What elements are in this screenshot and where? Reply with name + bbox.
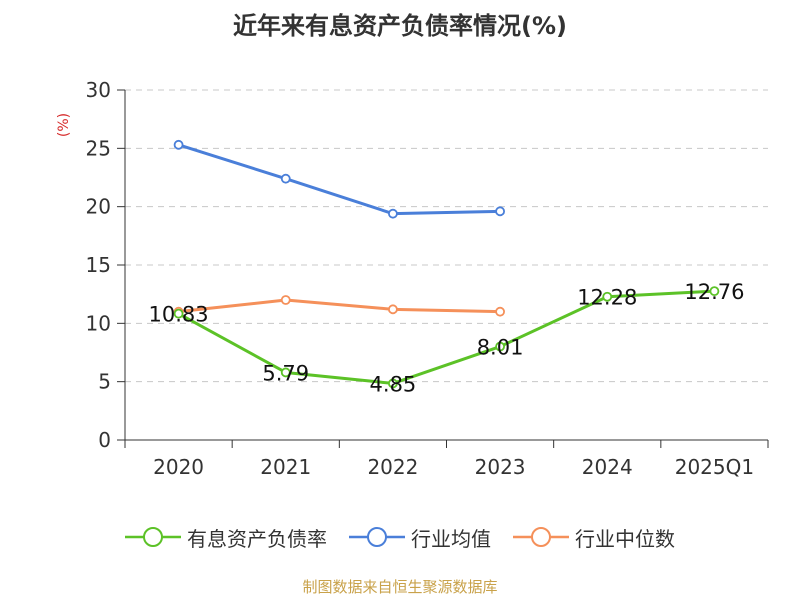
y-tick-label: 0 bbox=[98, 428, 111, 452]
data-label: 12.76 bbox=[684, 280, 744, 304]
y-tick-label: 25 bbox=[86, 136, 111, 160]
x-tick-label: 2022 bbox=[367, 455, 418, 479]
x-tick-label: 2021 bbox=[260, 455, 311, 479]
legend-symbol bbox=[513, 527, 569, 547]
y-tick-label: 30 bbox=[86, 78, 111, 102]
x-tick-label: 2020 bbox=[153, 455, 204, 479]
legend-label: 有息资产负债率 bbox=[187, 526, 327, 551]
data-label: 8.01 bbox=[477, 336, 524, 360]
data-point bbox=[495, 341, 505, 352]
y-tick-label: 20 bbox=[86, 195, 111, 219]
legend-label: 行业均值 bbox=[411, 526, 491, 551]
y-tick-label: 5 bbox=[98, 370, 111, 394]
data-label: 10.83 bbox=[149, 303, 209, 327]
data-point bbox=[709, 286, 720, 297]
data-point bbox=[173, 308, 184, 319]
y-tick-label: 10 bbox=[86, 311, 111, 335]
series-line bbox=[178, 143, 501, 216]
data-point bbox=[173, 139, 184, 150]
data-label: 12.28 bbox=[577, 286, 637, 310]
chart-title: 近年来有息资产负债率情况(%) bbox=[233, 12, 567, 40]
data-point bbox=[388, 378, 398, 389]
data-point bbox=[280, 295, 291, 305]
x-tick-label: 2024 bbox=[582, 455, 633, 479]
legend-item[interactable]: 有息资产负债率 bbox=[125, 523, 327, 552]
data-point bbox=[280, 173, 291, 184]
data-point bbox=[495, 206, 505, 217]
y-axis-label: (%) bbox=[56, 113, 72, 137]
y-tick-label: 15 bbox=[86, 253, 111, 277]
legend-label: 行业中位数 bbox=[575, 526, 675, 551]
legend-symbol bbox=[125, 527, 181, 547]
data-point bbox=[602, 291, 613, 302]
x-tick-label: 2025Q1 bbox=[675, 455, 754, 479]
data-label: 4.85 bbox=[370, 372, 417, 396]
legend-item[interactable]: 行业中位数 bbox=[513, 523, 675, 552]
data-point bbox=[280, 367, 291, 378]
legend-symbol bbox=[349, 527, 405, 547]
data-point bbox=[495, 306, 505, 317]
legend-item[interactable]: 行业均值 bbox=[349, 523, 491, 552]
series-line bbox=[178, 298, 501, 314]
data-source-note: 制图数据来自恒生聚源数据库 bbox=[302, 578, 498, 596]
series-line bbox=[177, 289, 715, 385]
data-point bbox=[388, 208, 398, 219]
chart-legend: 有息资产负债率 行业均值 行业中位数 bbox=[0, 520, 800, 554]
data-label: 5.79 bbox=[262, 361, 309, 385]
data-point bbox=[388, 304, 398, 315]
x-tick-label: 2023 bbox=[475, 455, 526, 479]
